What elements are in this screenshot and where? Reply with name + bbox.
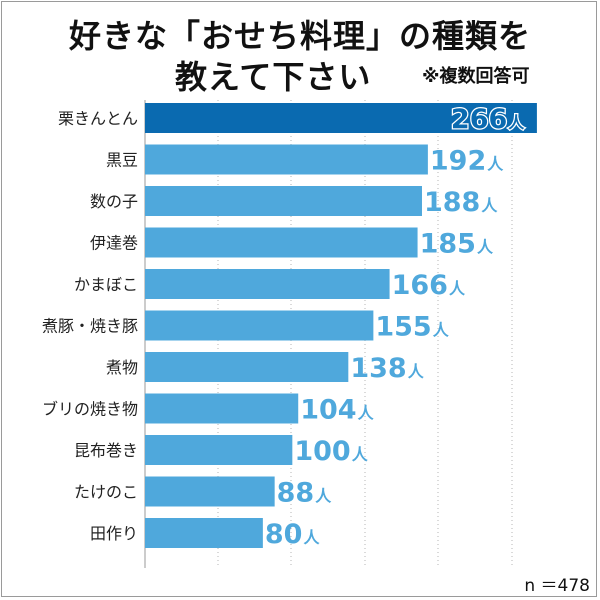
category-label-9: 昆布巻き bbox=[74, 441, 138, 460]
bar-2 bbox=[145, 144, 428, 175]
bar-3 bbox=[145, 186, 422, 216]
value-label-3: 188人 bbox=[424, 187, 498, 218]
category-label-2: 黒豆 bbox=[106, 151, 138, 170]
multiple-answers-note: ※複数回答可 bbox=[422, 66, 530, 87]
bar-5 bbox=[145, 269, 390, 299]
bar-6 bbox=[145, 310, 374, 341]
category-label-3: 数の子 bbox=[90, 192, 138, 211]
bar-9 bbox=[145, 435, 293, 465]
sample-size-label: n ＝478 bbox=[524, 576, 590, 596]
bar-11 bbox=[145, 518, 263, 548]
category-label-1: 栗きんとん bbox=[58, 109, 138, 128]
value-label-6: 155人 bbox=[375, 312, 449, 343]
value-label-8: 104人 bbox=[300, 395, 374, 426]
bar-10 bbox=[145, 476, 275, 507]
bar-8 bbox=[145, 393, 299, 424]
value-label-1: 266人 bbox=[451, 104, 525, 135]
value-label-10: 88人 bbox=[277, 478, 333, 509]
bar-1 bbox=[145, 103, 537, 133]
category-label-6: 煮豚・焼き豚 bbox=[42, 317, 138, 336]
chart-title-line2: 教えて下さい bbox=[175, 58, 372, 96]
chart-title-line1: 好きな「おせち料理」の種類を bbox=[68, 17, 531, 55]
value-label-9: 100人 bbox=[294, 436, 368, 467]
category-label-7: 煮物 bbox=[106, 358, 138, 377]
value-label-7: 138人 bbox=[350, 353, 424, 384]
category-label-5: かまぼこ bbox=[74, 275, 138, 294]
value-label-4: 185人 bbox=[420, 229, 494, 260]
bar-7 bbox=[145, 352, 349, 382]
category-label-4: 伊達巻 bbox=[90, 234, 138, 253]
category-label-11: 田作り bbox=[90, 524, 138, 543]
value-label-11: 80人 bbox=[265, 519, 321, 550]
value-label-5: 166人 bbox=[392, 270, 466, 301]
category-label-8: ブリの焼き物 bbox=[42, 400, 138, 419]
bar-4 bbox=[145, 227, 418, 258]
category-label-10: たけのこ bbox=[74, 483, 138, 502]
value-label-2: 192人 bbox=[430, 146, 504, 177]
